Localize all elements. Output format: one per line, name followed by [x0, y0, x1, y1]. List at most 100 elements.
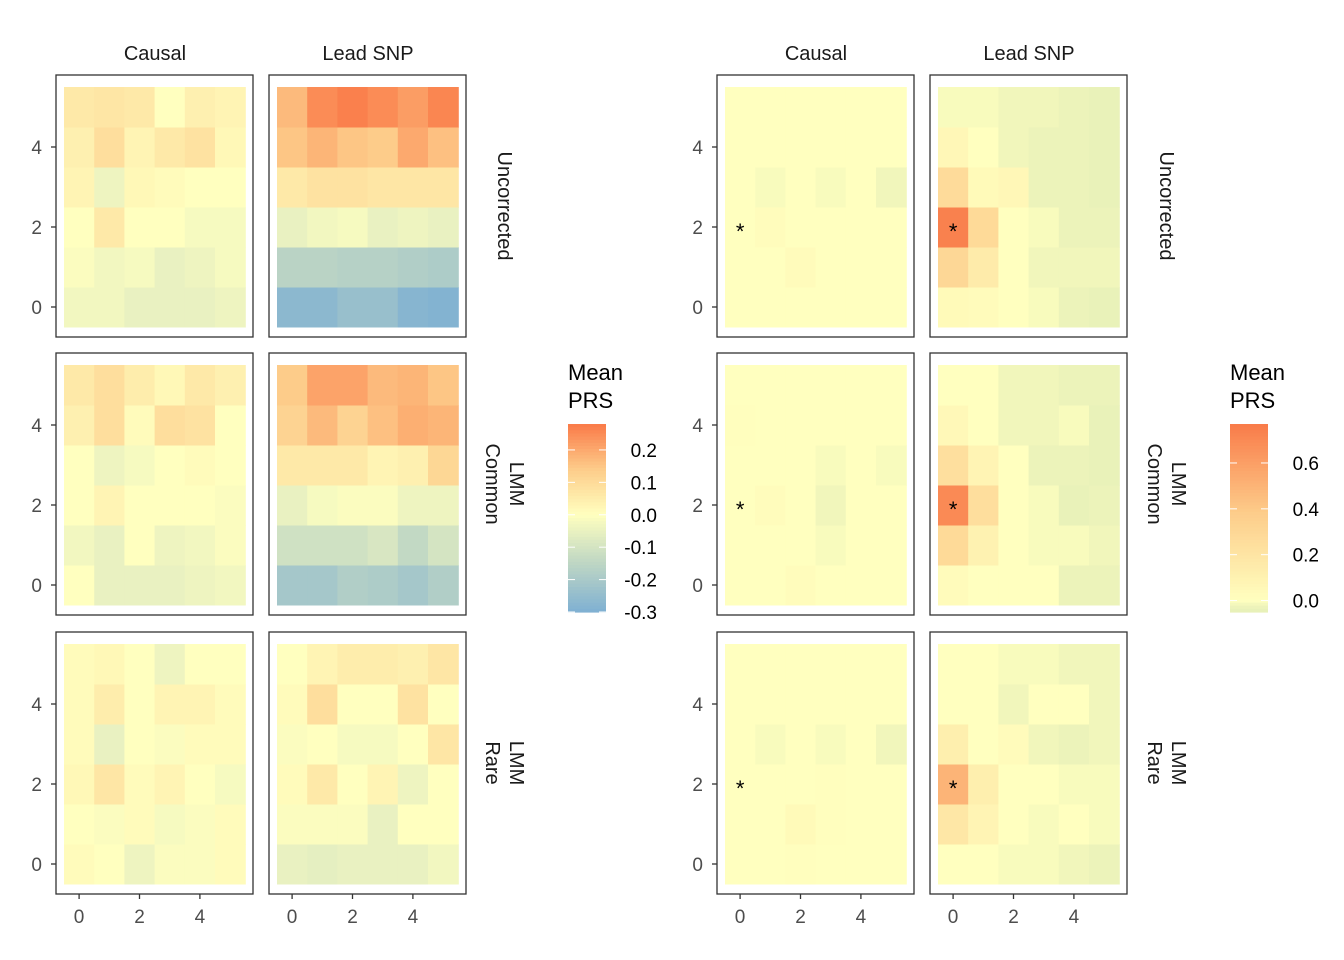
legend-colorbar-segment: [568, 533, 606, 538]
heatmap-cell: [94, 207, 125, 248]
heatmap-cell: [785, 485, 817, 526]
heatmap-cell: [845, 445, 877, 486]
row-strip-text: Uncorrected: [493, 152, 515, 261]
legend-colorbar-segment: [1230, 521, 1268, 525]
heatmap-cell: [428, 525, 459, 566]
y-tick-label: 4: [692, 138, 703, 159]
legend-colorbar-segment: [1230, 530, 1268, 535]
heatmap-cell: [215, 87, 246, 128]
heatmap-cell: [154, 207, 186, 248]
heatmap-cell: [845, 724, 877, 765]
heatmap-cell: [124, 405, 156, 446]
heatmap-cell: [998, 764, 1030, 805]
heatmap-cell: [1058, 804, 1090, 845]
legend-colorbar-segment: [568, 424, 606, 428]
legend-colorbar-segment: [568, 480, 606, 485]
heatmap-cell: [428, 365, 459, 406]
heatmap-cell: [64, 844, 95, 885]
heatmap-cell: [154, 844, 186, 885]
heatmap-cell: [785, 247, 817, 288]
y-tick-label: 0: [31, 576, 42, 597]
legend-colorbar-segment: [568, 467, 606, 472]
heatmap-cell: [1089, 525, 1120, 566]
panel-causal-uncorrected: 0 2 4: [31, 74, 254, 338]
significance-star: *: [949, 219, 958, 244]
heatmap-cell: [277, 565, 308, 606]
heatmap-cell: [1089, 127, 1120, 168]
heatmap-cell: [845, 525, 877, 566]
heatmap-cell: [124, 167, 156, 208]
legend-colorbar-segment: [568, 514, 606, 519]
heatmap-cell: [397, 724, 429, 765]
heatmap-cell: [755, 87, 786, 128]
legend-colorbar-segment: [1230, 439, 1268, 444]
heatmap-cell: [998, 525, 1030, 566]
row-strip-text: LMM: [1167, 741, 1189, 785]
heatmap-cell: [755, 405, 786, 446]
heatmap-cell: [397, 804, 429, 845]
heatmap-cell: [215, 127, 246, 168]
x-tick-label: 2: [134, 907, 145, 928]
legend-colorbar-segment: [568, 496, 606, 500]
legend-colorbar-segment: [568, 489, 606, 494]
heatmap-cell: [845, 684, 877, 725]
legend-colorbar-segment: [1230, 565, 1268, 569]
legend-colorbar-segment: [568, 565, 606, 569]
heatmap-cell: [1028, 207, 1060, 248]
heatmap-cell: [184, 565, 216, 606]
heatmap-cell: [725, 127, 756, 168]
heatmap-cell: [94, 127, 125, 168]
heatmap-cell: [94, 565, 125, 606]
y-tick-label: 2: [31, 218, 42, 239]
row-strip-text: Rare: [1143, 741, 1165, 784]
legend-colorbar-segment: [1230, 552, 1268, 557]
heatmap-cell: [215, 525, 246, 566]
heatmap-cell: [397, 525, 429, 566]
heatmap-cell: [968, 724, 999, 765]
heatmap-cell: [397, 287, 429, 328]
heatmap-cell: [277, 87, 308, 128]
heatmap-cell: [785, 207, 817, 248]
heatmap-cell: [1058, 365, 1090, 406]
heatmap-cell: [938, 445, 969, 486]
heatmap-cell: [277, 644, 308, 685]
significance-star: *: [736, 497, 745, 522]
row-strip-text: LMM: [505, 741, 527, 785]
heatmap-cell: [307, 167, 338, 208]
heatmap-cell: [1089, 844, 1120, 885]
legend-colorbar-segment: [568, 458, 606, 463]
heatmap-cell: [938, 644, 969, 685]
heatmap-cell: [428, 207, 459, 248]
heatmap-cell: [124, 724, 156, 765]
legend-colorbar-segment: [1230, 602, 1268, 607]
legend-colorbar-segment: [568, 568, 606, 572]
column-strip-label: Causal: [124, 43, 186, 65]
heatmap-cell: [1089, 167, 1120, 208]
heatmap-cell: [307, 844, 338, 885]
heatmap-cell: [938, 565, 969, 606]
heatmap-cell: [1089, 405, 1120, 446]
heatmap-cell: [815, 167, 847, 208]
heatmap-cell: [124, 287, 156, 328]
heatmap-cell: [1058, 684, 1090, 725]
heatmap-cell: [94, 684, 125, 725]
x-tick-label: 0: [74, 907, 85, 928]
heatmap-cell: [124, 525, 156, 566]
legend-colorbar-segment: [1230, 486, 1268, 491]
heatmap-cell: [876, 127, 907, 168]
legend-colorbar-segment: [568, 445, 606, 450]
heatmap-cell: [725, 525, 756, 566]
heatmap-cell: [277, 684, 308, 725]
legend-tick-label: -0.3: [624, 603, 657, 624]
heatmap-cell: [124, 365, 156, 406]
heatmap-cell: [876, 365, 907, 406]
heatmap-cell: [397, 207, 429, 248]
heatmap-cell: [1089, 87, 1120, 128]
heatmap-cell: [1058, 724, 1090, 765]
heatmap-cell: [876, 445, 907, 486]
legend-colorbar-segment: [568, 580, 606, 585]
heatmap-cell: [94, 764, 125, 805]
heatmap-cell: [307, 804, 338, 845]
legend-colorbar-segment: [568, 483, 606, 488]
heatmap-cell: [968, 167, 999, 208]
